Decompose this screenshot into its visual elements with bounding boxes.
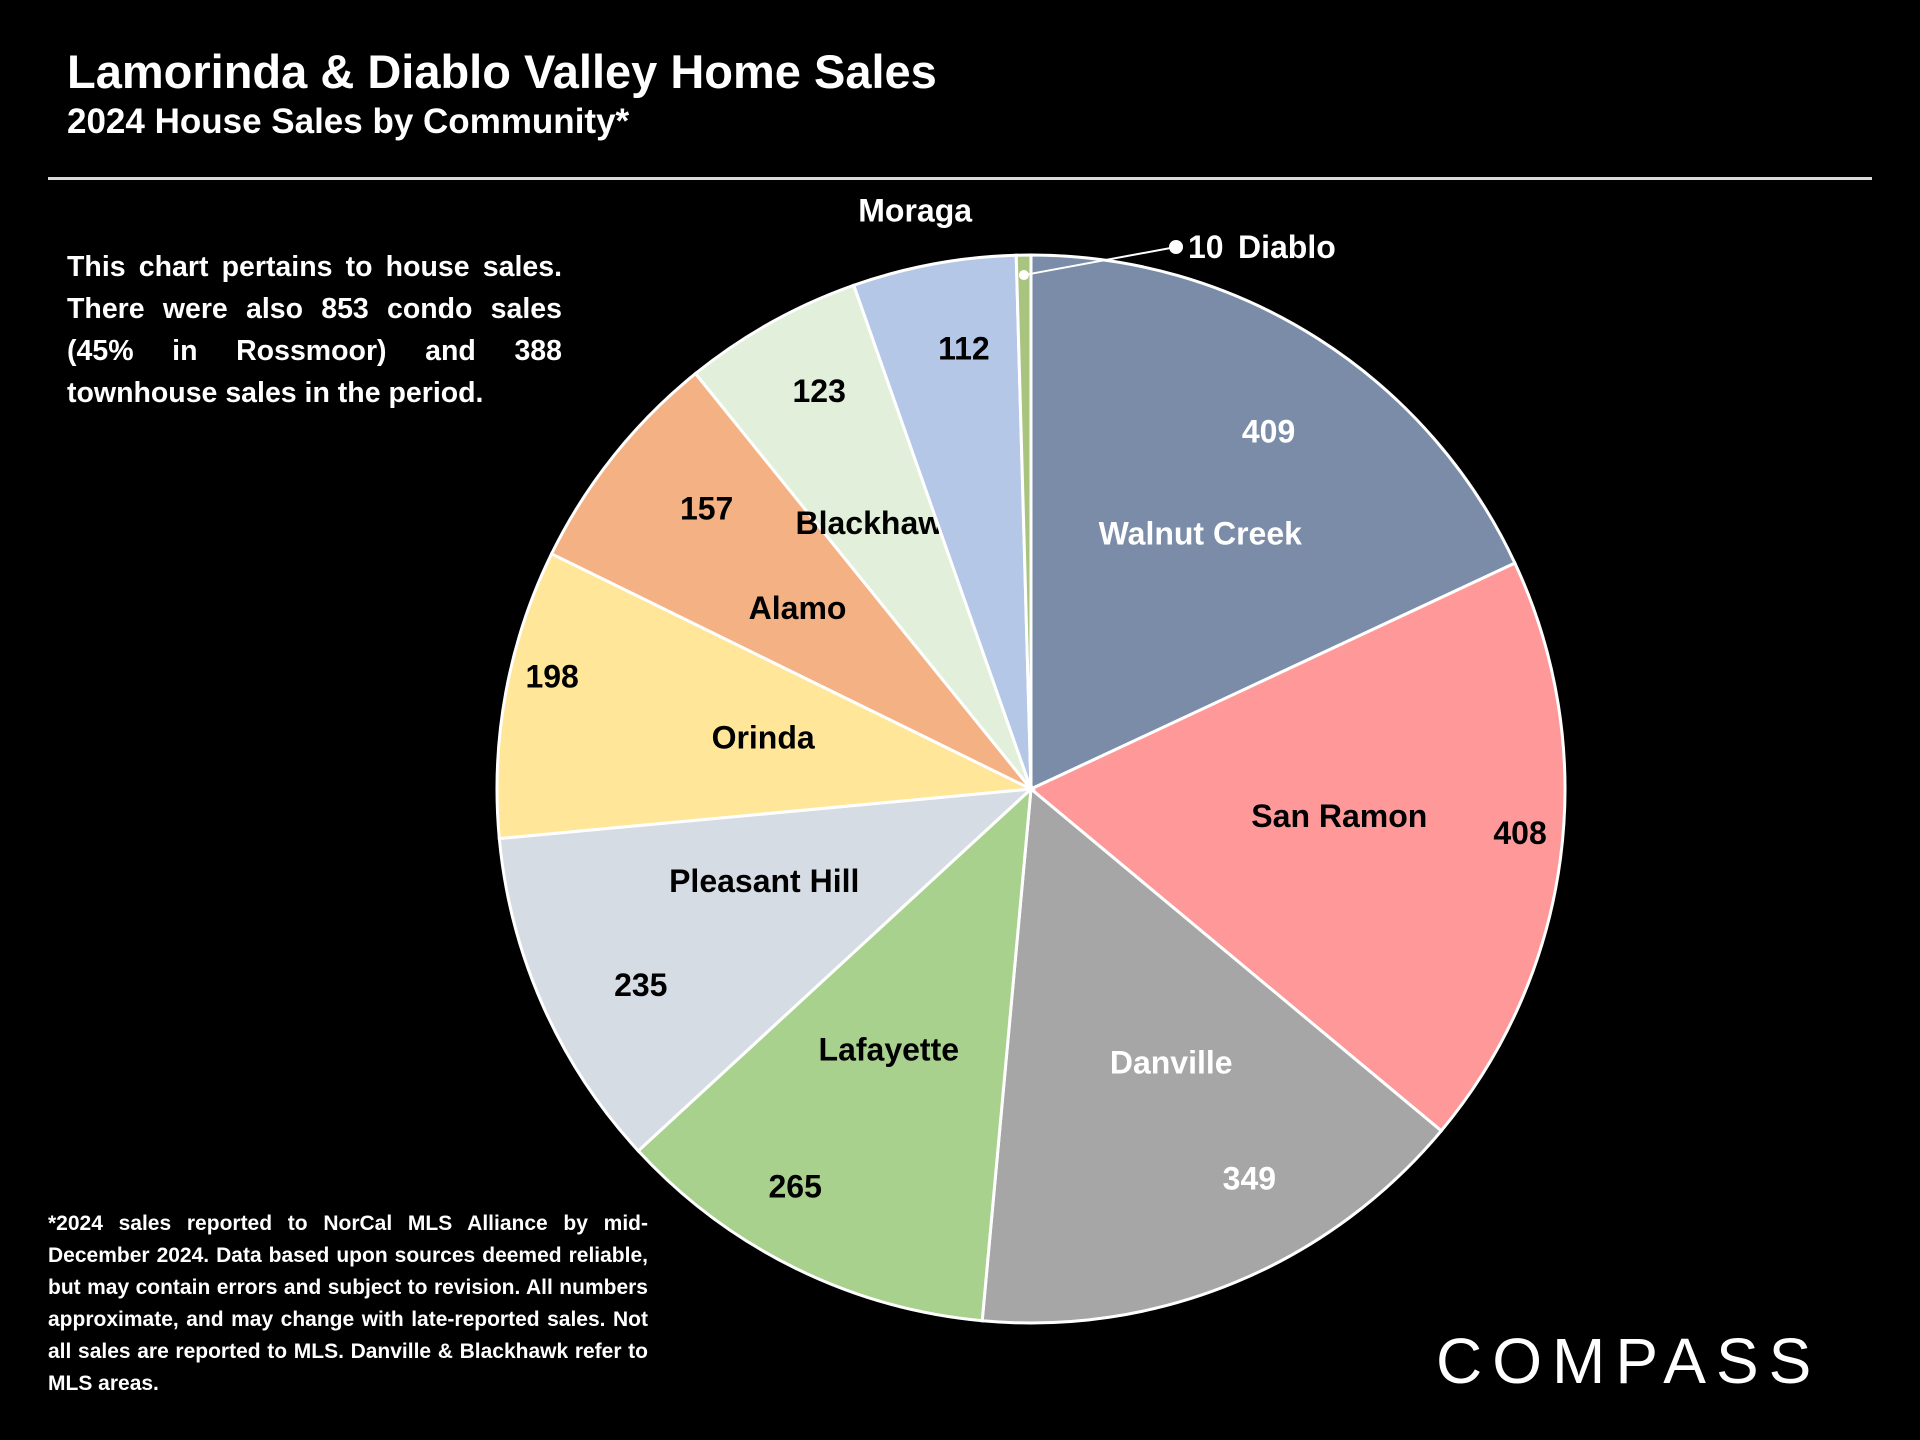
compass-logo: COMPASS <box>1436 1325 1822 1397</box>
slice-moraga <box>851 253 1033 790</box>
slice-pleasant-hill <box>497 787 1036 1153</box>
slice-label-lafayette: Lafayette <box>819 1032 960 1068</box>
slice-label-orinda: Orinda <box>712 719 815 755</box>
slice-value-san-ramon: 408 <box>1493 815 1546 851</box>
slice-label-moraga: Moraga <box>858 193 972 229</box>
callout-dot-diablo <box>1169 240 1183 254</box>
footnote: *2024 sales reported to NorCal MLS Allia… <box>48 1212 648 1395</box>
slice-value-blackhawk: 123 <box>793 373 846 409</box>
slice-value-lafayette: 265 <box>768 1169 821 1205</box>
slice-orinda <box>495 551 1037 841</box>
slice-san-ramon <box>1028 561 1567 1133</box>
slice-value-walnut-creek: 409 <box>1242 413 1295 449</box>
slice-diablo <box>1014 253 1033 790</box>
slice-value-alamo: 157 <box>680 490 733 526</box>
slice-value-orinda: 198 <box>525 659 578 695</box>
chart-title: Lamorinda & Diablo Valley Home Sales <box>67 45 937 98</box>
title-divider <box>48 177 1872 180</box>
slice-value-danville: 349 <box>1223 1160 1276 1196</box>
slice-alamo <box>549 371 1033 791</box>
slice-lafayette <box>636 785 1033 1323</box>
slice-label-danville: Danville <box>1110 1045 1233 1081</box>
chart-subtitle: 2024 House Sales by Community* <box>67 102 630 141</box>
slice-label-walnut-creek: Walnut Creek <box>1099 515 1303 551</box>
callout-line-diablo <box>1023 246 1177 277</box>
callout-dot-diablo <box>1018 270 1029 281</box>
slice-value-diablo: 10 <box>1188 229 1224 265</box>
slice-value-moraga: 112 <box>938 330 990 366</box>
slice-danville <box>980 786 1444 1325</box>
slice-label-pleasant-hill: Pleasant Hill <box>669 863 859 899</box>
slice-label-alamo: Alamo <box>749 590 847 626</box>
sales-note: This chart pertains to house sales. Ther… <box>67 251 562 409</box>
slice-blackhawk <box>693 283 1033 790</box>
slice-value-pleasant-hill: 235 <box>614 967 667 1003</box>
slice-label-san-ramon: San Ramon <box>1251 798 1427 834</box>
slice-label-diablo: Diablo <box>1238 229 1336 265</box>
